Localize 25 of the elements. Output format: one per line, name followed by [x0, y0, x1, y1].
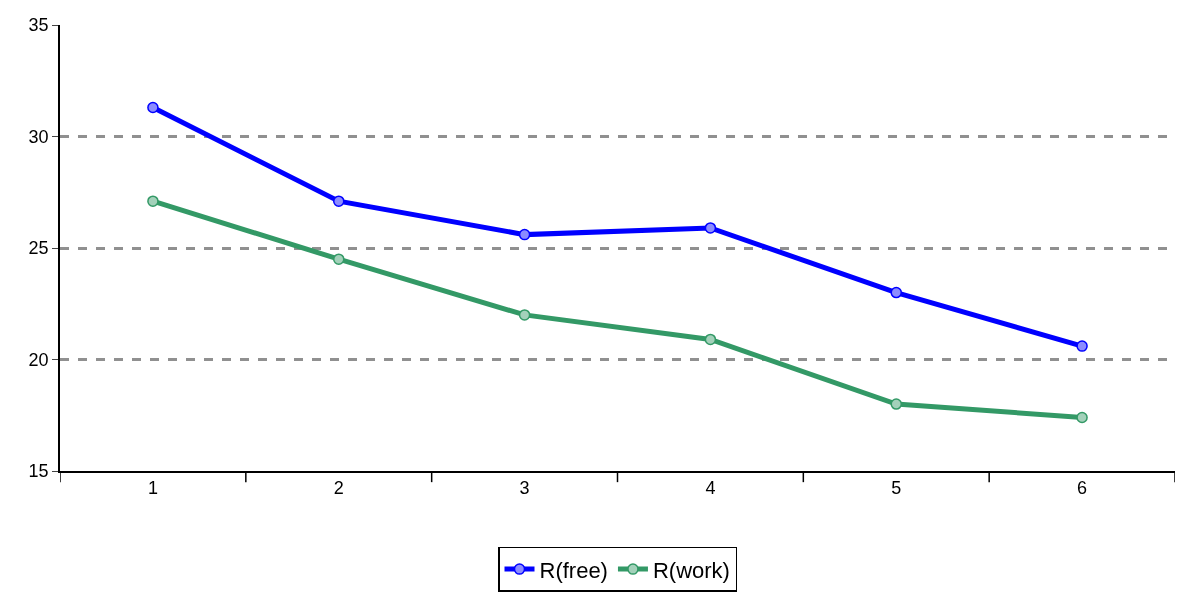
point	[147, 195, 159, 207]
y-tick-label: 20	[28, 349, 49, 370]
x-tick-label: 6	[1077, 478, 1088, 499]
y-tick-label: 15	[28, 461, 49, 482]
y-tick-label: 30	[28, 126, 49, 147]
point	[333, 253, 345, 265]
point	[518, 228, 531, 241]
point	[1076, 411, 1088, 424]
point	[147, 101, 159, 114]
point	[333, 195, 345, 207]
point	[518, 309, 531, 321]
legend-label: R(work)	[652, 557, 730, 583]
legend-label: R(free)	[539, 557, 608, 583]
point	[704, 222, 717, 234]
x-tick-label: 5	[891, 478, 902, 499]
y-tick-label: 35	[28, 15, 49, 36]
point	[890, 286, 902, 299]
point	[704, 333, 717, 346]
x-tick-label: 4	[705, 478, 716, 499]
y-tick-label: 25	[28, 238, 49, 259]
point	[1076, 340, 1088, 352]
x-tick-label: 1	[147, 478, 158, 499]
x-tick-label: 3	[519, 478, 530, 499]
x-tick-label: 2	[333, 478, 344, 499]
point	[890, 398, 902, 410]
